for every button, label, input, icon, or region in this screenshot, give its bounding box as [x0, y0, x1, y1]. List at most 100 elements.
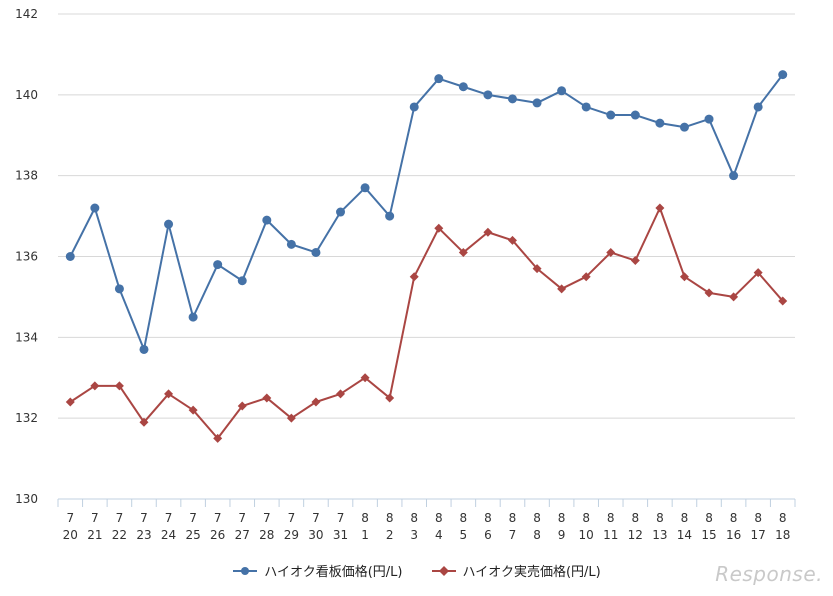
y-axis-ticks: 130 132 134 136 138 140 142 [15, 7, 38, 506]
x-tick-label-day: 15 [701, 528, 716, 542]
x-tick-label-day: 26 [210, 528, 225, 542]
data-point [237, 276, 247, 286]
legend-marker-circle-icon [233, 566, 258, 575]
data-point [729, 171, 739, 181]
data-point [434, 223, 444, 233]
data-point [213, 260, 223, 270]
data-point [409, 272, 419, 282]
x-tick-label-month: 8 [533, 511, 541, 525]
data-point [532, 264, 542, 274]
data-point [557, 86, 567, 96]
data-point [237, 401, 247, 411]
response-watermark-logo: Response. [715, 562, 823, 586]
x-tick-label-month: 8 [754, 511, 762, 525]
data-point [679, 122, 689, 132]
y-tick-label: 140 [15, 88, 38, 102]
x-tick-label-day: 21 [87, 528, 102, 542]
legend-label-signboard: ハイオク看板価格(円/L) [264, 565, 403, 580]
x-tick-label-month: 7 [91, 511, 99, 525]
data-point [385, 393, 395, 403]
data-point [655, 203, 665, 213]
data-point [164, 389, 174, 399]
x-tick-label-day: 13 [652, 528, 667, 542]
legend-item-signboard[interactable]: ハイオク看板価格(円/L) [232, 561, 403, 580]
x-tick-label-day: 12 [628, 528, 643, 542]
x-axis: 7207217227237247257267277287297307318182… [57, 499, 796, 542]
data-point [188, 405, 198, 415]
y-tick-label: 138 [15, 169, 38, 183]
legend-marker-diamond-icon [431, 565, 456, 576]
data-point [409, 102, 419, 112]
x-tick-label-month: 8 [386, 511, 394, 525]
gridlines [58, 13, 795, 500]
x-tick-label-month: 8 [435, 511, 443, 525]
x-tick-label-day: 29 [284, 528, 299, 542]
x-tick-label-month: 7 [165, 511, 173, 525]
x-tick-label-month: 8 [607, 511, 615, 525]
x-tick-label-day: 17 [751, 528, 766, 542]
x-tick-label-month: 7 [288, 511, 296, 525]
x-tick-label-day: 20 [63, 528, 78, 542]
x-tick-label-day: 28 [259, 528, 274, 542]
x-tick-label-day: 22 [112, 528, 127, 542]
data-point [557, 284, 567, 294]
data-point [532, 98, 542, 108]
data-point [164, 219, 174, 229]
data-point [458, 82, 468, 92]
data-point [679, 272, 689, 282]
x-tick-label-month: 7 [140, 511, 148, 525]
data-point [286, 239, 296, 249]
data-point [630, 256, 640, 266]
data-point [286, 413, 296, 423]
x-tick-label-day: 24 [161, 528, 176, 542]
data-point [336, 207, 346, 217]
series-line [69, 207, 784, 440]
data-point [90, 203, 100, 213]
data-point [458, 247, 468, 257]
x-tick-label-month: 8 [410, 511, 418, 525]
data-point [507, 235, 517, 245]
data-point [311, 397, 321, 407]
x-tick-label-month: 8 [705, 511, 713, 525]
x-tick-label-day: 5 [460, 528, 468, 542]
x-tick-label-day: 31 [333, 528, 348, 542]
series-group [65, 70, 788, 443]
series-2 [65, 203, 788, 443]
x-tick-label-day: 16 [726, 528, 741, 542]
x-tick-label-month: 7 [116, 511, 124, 525]
x-tick-label-month: 8 [681, 511, 689, 525]
x-tick-label-day: 25 [185, 528, 200, 542]
x-tick-label-month: 7 [189, 511, 197, 525]
data-point [778, 296, 788, 306]
data-point [262, 393, 272, 403]
x-tick-label-month: 7 [66, 511, 74, 525]
x-tick-label-month: 8 [460, 511, 468, 525]
data-point [704, 114, 714, 124]
data-point [360, 183, 370, 193]
y-tick-label: 132 [15, 411, 38, 425]
x-tick-label-day: 1 [361, 528, 369, 542]
y-tick-label: 130 [15, 492, 38, 506]
data-point [213, 433, 223, 443]
x-tick-label-month: 7 [337, 511, 345, 525]
legend: ハイオク看板価格(円/L) ハイオク実売価格(円/L) [0, 561, 833, 580]
data-point [581, 272, 591, 282]
x-tick-label-day: 6 [484, 528, 492, 542]
x-tick-label-month: 8 [558, 511, 566, 525]
x-tick-label-day: 7 [509, 528, 517, 542]
data-point [630, 110, 640, 120]
x-tick-label-month: 8 [779, 511, 787, 525]
legend-item-actual[interactable]: ハイオク実売価格(円/L) [431, 561, 601, 580]
data-point [90, 381, 100, 391]
data-point [336, 389, 346, 399]
data-point [606, 247, 616, 257]
x-tick-label-day: 4 [435, 528, 443, 542]
data-point [188, 312, 198, 322]
y-tick-label: 134 [15, 330, 38, 344]
x-tick-label-month: 7 [312, 511, 320, 525]
data-point [139, 344, 149, 354]
x-tick-label-month: 8 [656, 511, 664, 525]
y-tick-label: 142 [15, 7, 38, 21]
data-point [385, 211, 395, 221]
